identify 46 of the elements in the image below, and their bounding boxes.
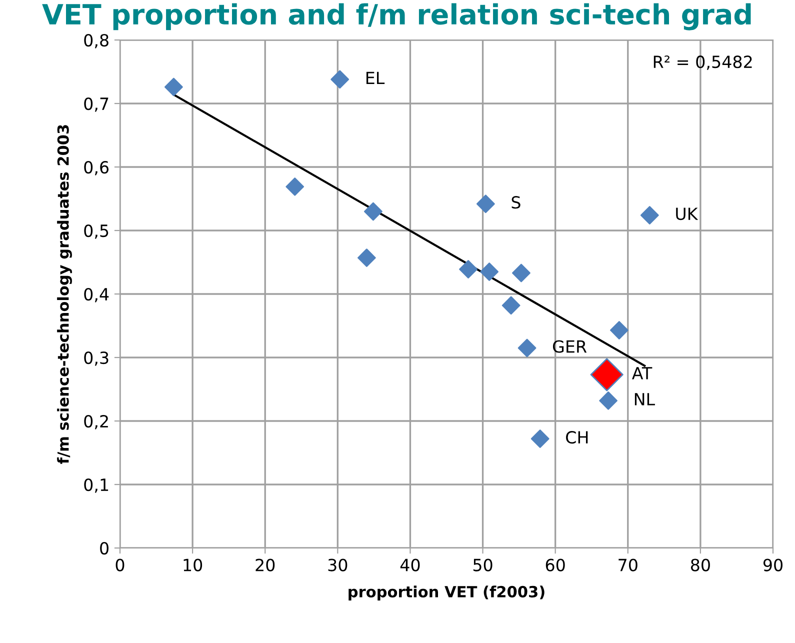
point	[512, 264, 530, 282]
annotation: GER	[552, 340, 587, 353]
y-tick-label: 0,2	[84, 414, 108, 430]
y-tick-label: 0,3	[84, 351, 108, 366]
annotation: AT	[632, 367, 652, 380]
x-tick-label: 50	[473, 558, 492, 572]
y-tick-label: 0,4	[84, 288, 109, 302]
point	[502, 296, 520, 315]
x-tick-label: 60	[546, 558, 565, 572]
x-tick-label: 20	[256, 558, 275, 572]
x-tick-label: 10	[184, 558, 202, 572]
y-tick-label: 0,6	[84, 160, 109, 176]
annotation: UK	[676, 208, 698, 220]
y-tick-label: 0,5	[84, 224, 108, 239]
x-tick-label: 80	[690, 558, 710, 572]
y-tick-label: 0,8	[84, 34, 108, 48]
point	[599, 391, 618, 410]
point	[476, 194, 495, 214]
y-tick-label: 0	[100, 542, 108, 555]
point	[286, 177, 304, 196]
y-tick-label: 0,7	[84, 97, 108, 112]
point	[459, 260, 478, 278]
y-tick-label: 0,1	[84, 478, 108, 493]
annotation: NL	[634, 393, 655, 406]
point	[357, 248, 376, 268]
point	[590, 358, 624, 392]
annotation: CH	[566, 431, 588, 444]
x-tick-label: 40	[400, 558, 420, 572]
y-axis-title: f/m science-technology graduates 2003	[57, 125, 72, 464]
chart-title: VET proportion and f/m relation sci-tech grad	[42, 3, 751, 30]
point	[518, 338, 536, 358]
point	[480, 262, 499, 281]
annotation: EL	[366, 72, 385, 84]
point	[640, 206, 659, 224]
annotation: R² = 0,5482	[654, 56, 752, 70]
x-tick-label: 70	[618, 558, 638, 572]
annotation: S	[512, 196, 520, 209]
point	[164, 78, 183, 96]
x-tick-label: 90	[763, 558, 782, 572]
x-axis-title: proportion VET (f2003)	[348, 586, 544, 600]
x-tick-label: 30	[328, 558, 348, 572]
point	[610, 320, 628, 340]
x-tick-label: 0	[116, 558, 124, 572]
point	[364, 202, 382, 221]
point	[530, 430, 550, 448]
point	[330, 70, 350, 89]
